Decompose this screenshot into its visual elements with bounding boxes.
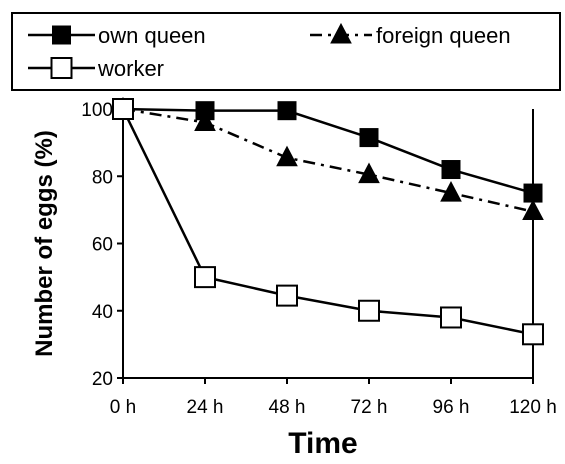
data-point-worker	[194, 266, 216, 289]
y-tick-label: 80	[92, 167, 113, 188]
data-point-own-queen	[523, 183, 543, 203]
legend-marker-worker	[50, 57, 73, 79]
data-point-worker	[112, 98, 134, 120]
y-tick-label: 100	[81, 100, 113, 121]
x-tick-label: 96 h	[433, 397, 470, 418]
x-tick-label: 120 h	[509, 397, 557, 418]
x-tick-label: 0 h	[110, 397, 136, 418]
y-tick-label: 20	[92, 369, 113, 390]
data-point-worker	[522, 323, 544, 346]
x-axis-title: Time	[288, 427, 357, 459]
y-axis-title: Number of eggs (%)	[31, 130, 58, 357]
data-point-foreign-queen	[276, 145, 298, 167]
series-line-foreign-queen	[122, 107, 534, 213]
data-point-own-queen	[441, 160, 461, 180]
data-point-foreign-queen	[358, 162, 380, 184]
x-tick-label: 48 h	[269, 397, 306, 418]
legend-box	[11, 12, 561, 91]
data-point-own-queen	[277, 101, 297, 121]
data-point-own-queen	[359, 128, 379, 148]
series-line-worker	[121, 108, 534, 336]
data-point-worker	[358, 299, 380, 322]
legend-marker-own-queen	[52, 25, 71, 45]
data-point-foreign-queen	[440, 180, 462, 202]
data-point-foreign-queen	[194, 110, 216, 131]
legend-label-worker: worker	[97, 56, 164, 81]
y-tick-label: 40	[92, 302, 113, 323]
x-tick-label: 72 h	[351, 397, 388, 418]
data-point-foreign-queen	[522, 199, 544, 221]
legend-label-own-queen: own queen	[98, 23, 206, 48]
series-line-own-queen	[122, 107, 534, 195]
x-tick-label: 24 h	[187, 397, 224, 418]
legend-label-foreign-queen: foreign queen	[376, 23, 511, 48]
legend-marker-foreign-queen	[330, 22, 352, 44]
data-point-worker	[276, 284, 298, 307]
data-point-worker	[440, 306, 462, 329]
y-tick-label: 60	[92, 235, 113, 256]
